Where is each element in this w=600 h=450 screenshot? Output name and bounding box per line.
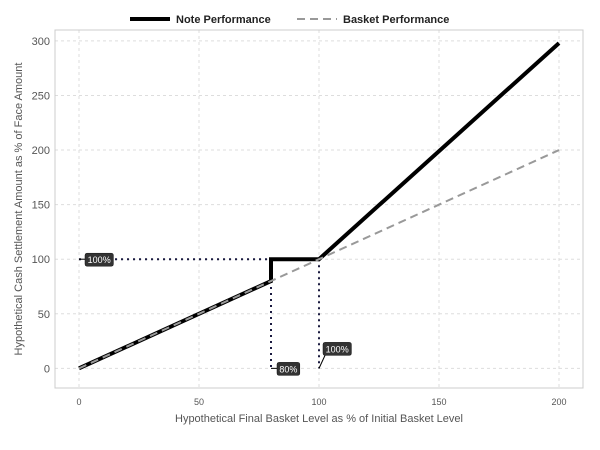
legend-label: Basket Performance xyxy=(343,14,449,26)
y-tick-label: 200 xyxy=(32,145,50,157)
annotation-box xyxy=(276,362,301,376)
x-tick-label: 200 xyxy=(551,397,566,407)
legend-label: Note Performance xyxy=(176,14,271,26)
series-lines xyxy=(78,41,561,371)
x-tick-label: 150 xyxy=(431,397,446,407)
annotation-leader xyxy=(318,355,326,369)
annotation-box xyxy=(322,342,352,356)
legend-item: Basket Performance xyxy=(297,14,449,26)
annotation-label: 100% xyxy=(318,342,352,369)
grid xyxy=(55,30,583,388)
annotation-box xyxy=(84,252,114,267)
y-tick-label: 100 xyxy=(32,254,50,266)
plot-border xyxy=(54,29,584,389)
annotation-label: 80% xyxy=(271,362,301,376)
y-tick-label: 150 xyxy=(32,200,50,212)
y-tick-label: 0 xyxy=(44,363,50,375)
y-axis-title: Hypothetical Cash Settlement Amount as %… xyxy=(13,63,25,356)
legend-item: Note Performance xyxy=(130,14,271,26)
y-tick-label: 250 xyxy=(32,90,50,102)
x-axis-ticks: 0 50 100 150 200 xyxy=(76,397,566,407)
x-axis-title: Hypothetical Final Basket Level as % of … xyxy=(175,413,463,425)
legend: Note Performance Basket Performance xyxy=(130,14,449,26)
y-tick-label: 50 xyxy=(38,309,50,321)
annotation-label: 100% xyxy=(79,252,114,267)
series-line xyxy=(78,41,561,371)
annotations: 100% 80% 100% xyxy=(79,252,352,376)
plot-frame xyxy=(54,29,584,389)
annotation-text: 100% xyxy=(88,255,111,265)
annotation-text: 80% xyxy=(279,364,297,374)
x-tick-label: 0 xyxy=(76,397,81,407)
x-tick-label: 50 xyxy=(194,397,204,407)
y-axis-ticks: 0 50 100 150 200 250 300 xyxy=(32,36,50,375)
annotation-text: 100% xyxy=(326,344,349,354)
x-tick-label: 100 xyxy=(311,397,326,407)
y-tick-label: 300 xyxy=(32,36,50,48)
series-line xyxy=(78,149,560,370)
